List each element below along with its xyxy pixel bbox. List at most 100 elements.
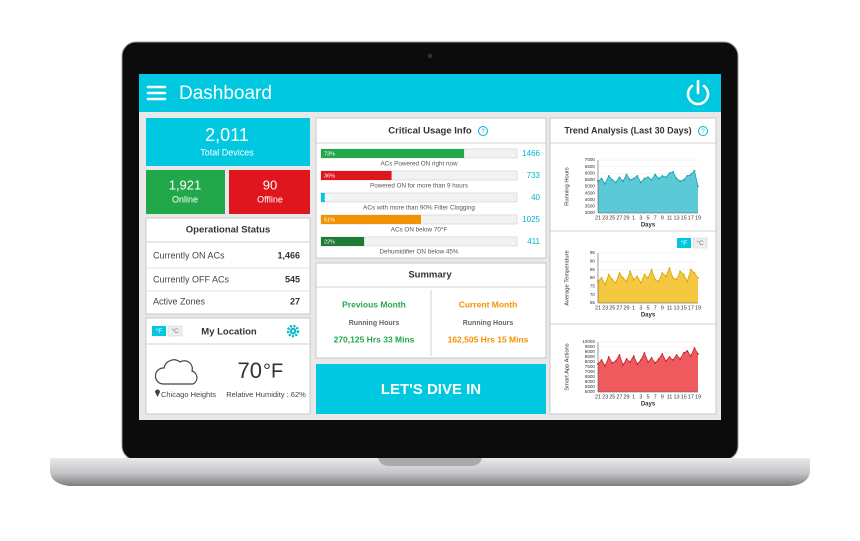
point bbox=[647, 176, 649, 179]
point bbox=[686, 175, 689, 177]
y-tick-label: 65 bbox=[590, 300, 596, 305]
point bbox=[679, 358, 682, 360]
menu-button[interactable] bbox=[146, 85, 167, 101]
point bbox=[697, 353, 699, 355]
point bbox=[654, 278, 657, 281]
y-tick-label: 7000 bbox=[585, 369, 596, 374]
y-tick-label: 7500 bbox=[585, 364, 596, 369]
x-tick-label: 1 bbox=[632, 394, 635, 400]
x-tick-label: 3 bbox=[639, 394, 642, 400]
point bbox=[693, 169, 696, 172]
y-tick-label: 8000 bbox=[585, 359, 596, 364]
point bbox=[672, 359, 674, 361]
point bbox=[650, 357, 653, 359]
point bbox=[607, 273, 610, 276]
y-tick-label: 6000 bbox=[585, 379, 596, 384]
critical-panel bbox=[315, 117, 547, 259]
point bbox=[693, 347, 696, 349]
point bbox=[682, 178, 685, 181]
y-tick-label: 3500 bbox=[585, 204, 596, 209]
usage-bar bbox=[321, 149, 465, 158]
status-label: Currently ON ACs bbox=[153, 250, 225, 260]
point bbox=[600, 177, 603, 180]
point bbox=[689, 355, 692, 357]
point bbox=[622, 180, 624, 183]
camera bbox=[427, 53, 433, 59]
x-tick-label: 29 bbox=[624, 305, 630, 311]
x-tick-label: 25 bbox=[609, 215, 615, 221]
y-tick-label: 4500 bbox=[585, 190, 596, 195]
base-notch bbox=[378, 458, 482, 466]
x-tick-label: 23 bbox=[602, 215, 608, 221]
usage-label: ACs ON below 70°F bbox=[391, 226, 448, 234]
unit-label: °C bbox=[171, 327, 179, 335]
dive-in-button[interactable] bbox=[316, 364, 546, 414]
y-tick-label: 5000 bbox=[585, 184, 596, 189]
x-tick-label: 11 bbox=[667, 394, 673, 400]
point bbox=[614, 360, 617, 362]
temperature-unit: °F bbox=[263, 360, 283, 382]
x-tick-label: 21 bbox=[595, 305, 601, 311]
usage-percent: 22% bbox=[324, 239, 335, 245]
y-axis-label: Running Hours bbox=[565, 167, 571, 206]
usage-count: 1025 bbox=[522, 215, 540, 224]
y-tick-label: 6500 bbox=[585, 374, 596, 379]
unit-toggle[interactable] bbox=[692, 237, 708, 249]
x-tick-label: 9 bbox=[661, 215, 664, 221]
x-tick-label: 19 bbox=[695, 215, 701, 221]
usage-percent: 51% bbox=[324, 217, 335, 223]
x-tick-label: 15 bbox=[681, 215, 687, 221]
point bbox=[636, 275, 639, 278]
status-label: Active Zones bbox=[153, 296, 206, 306]
y-tick-label: 70 bbox=[590, 292, 596, 297]
y-tick-label: 9500 bbox=[585, 344, 596, 349]
y-tick-label: 95 bbox=[590, 250, 596, 255]
point bbox=[604, 283, 607, 286]
point bbox=[618, 272, 621, 274]
point bbox=[693, 272, 696, 274]
usage-bar bbox=[321, 171, 392, 180]
help-button[interactable]: ? bbox=[698, 126, 708, 136]
laptop-base bbox=[50, 458, 810, 486]
unit-toggle[interactable] bbox=[677, 238, 691, 248]
point bbox=[675, 354, 678, 356]
point bbox=[654, 173, 657, 176]
point bbox=[639, 282, 642, 284]
point bbox=[611, 278, 614, 281]
x-tick-label: 23 bbox=[602, 394, 608, 400]
x-tick-label: 19 bbox=[695, 394, 701, 400]
point bbox=[607, 175, 610, 177]
y-tick-label: 85 bbox=[590, 267, 596, 272]
point bbox=[661, 353, 664, 355]
y-tick-label: 10000 bbox=[582, 339, 595, 344]
settings-button[interactable] bbox=[286, 324, 300, 338]
point bbox=[664, 360, 667, 362]
point bbox=[639, 181, 642, 184]
area bbox=[598, 348, 698, 392]
help-button[interactable]: ? bbox=[478, 126, 488, 136]
x-tick-label: 21 bbox=[595, 394, 601, 400]
point bbox=[650, 178, 653, 181]
point bbox=[668, 172, 671, 175]
point bbox=[689, 268, 692, 271]
usage-percent: 36% bbox=[324, 173, 335, 179]
point bbox=[647, 277, 649, 279]
x-tick-label: 5 bbox=[646, 215, 649, 221]
point bbox=[629, 361, 632, 363]
y-tick-label: 5500 bbox=[585, 384, 596, 389]
usage-count: 40 bbox=[531, 193, 540, 202]
point bbox=[668, 356, 671, 358]
point bbox=[636, 175, 639, 177]
point bbox=[618, 176, 621, 179]
point bbox=[675, 177, 678, 180]
unit-toggle[interactable] bbox=[167, 325, 183, 337]
point bbox=[661, 272, 664, 274]
usage-bar bbox=[321, 237, 365, 246]
unit-toggle[interactable] bbox=[152, 326, 166, 336]
power-button[interactable] bbox=[686, 79, 710, 106]
online-value: 1,921 bbox=[169, 177, 202, 192]
point bbox=[625, 358, 628, 360]
x-tick-label: 13 bbox=[674, 394, 680, 400]
offline-value: 90 bbox=[263, 177, 277, 192]
